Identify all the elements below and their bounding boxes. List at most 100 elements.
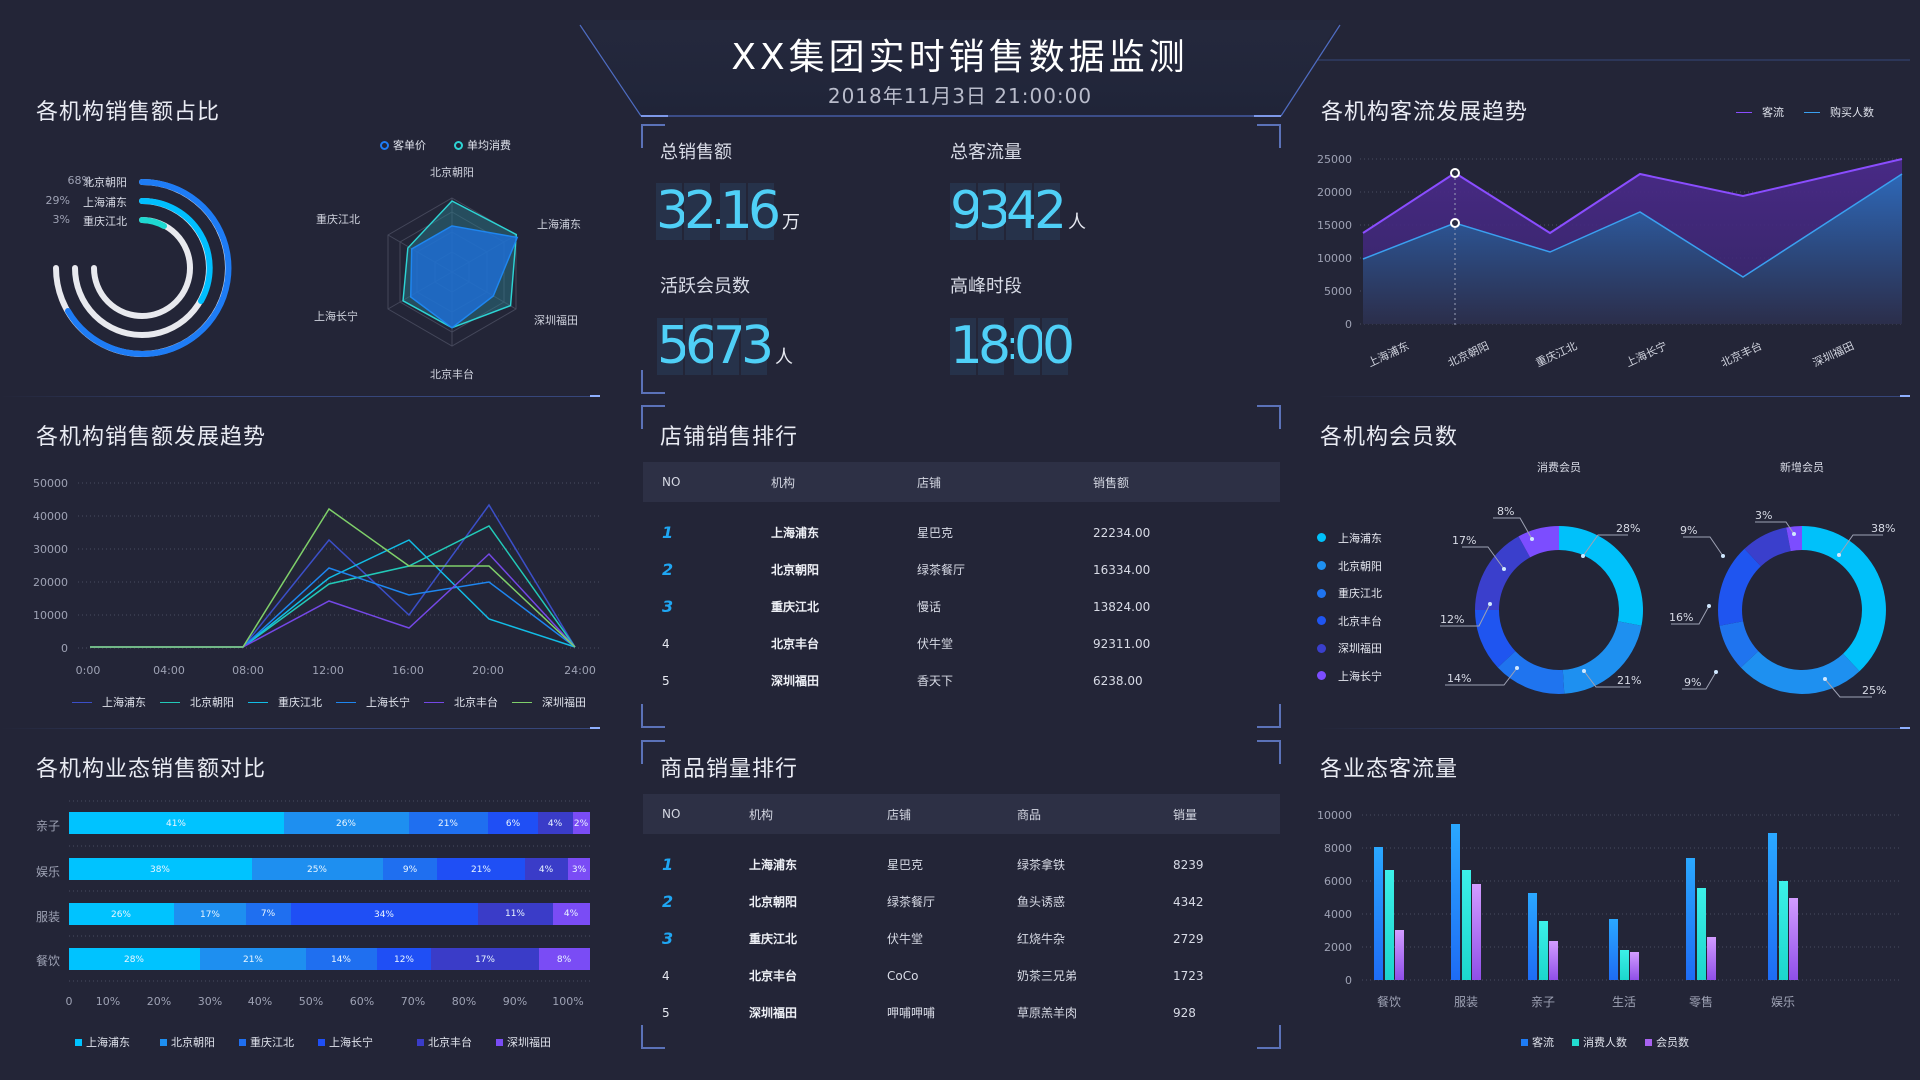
svg-text:服装: 服装 <box>36 910 60 924</box>
column-header[interactable]: 销售额 <box>1093 475 1130 490</box>
legend-item[interactable]: 消费人数 <box>1572 1034 1627 1050</box>
radar-axis-label: 重庆江北 <box>316 212 360 226</box>
column-header[interactable]: 店铺 <box>917 475 942 490</box>
legend-item[interactable]: 北京朝阳 <box>160 694 234 710</box>
legend-label: 深圳福田 <box>507 1036 551 1049</box>
header-frame <box>0 20 1910 117</box>
legend-item[interactable]: 上海浦东 <box>75 1034 130 1050</box>
legend-dot-icon <box>1317 588 1326 598</box>
rank-number: 3 <box>662 597 674 616</box>
column-header[interactable]: 机构 <box>771 475 796 490</box>
legend-line-icon <box>512 701 532 703</box>
legend-line-icon <box>336 701 356 703</box>
legend-dot-icon <box>1317 643 1326 653</box>
svg-text:30%: 30% <box>198 995 222 1008</box>
svg-text:25%: 25% <box>1862 684 1886 697</box>
svg-text:100%: 100% <box>552 995 583 1008</box>
svg-text:6%: 6% <box>506 819 521 829</box>
panel-divider <box>0 727 600 729</box>
panel-title-sales-share: 各机构销售额占比 <box>36 100 221 125</box>
column-header[interactable]: NO <box>662 807 681 821</box>
svg-text:3%: 3% <box>1755 509 1772 522</box>
legend-line-icon <box>1736 111 1752 113</box>
frame-corner <box>641 124 665 148</box>
legend-item[interactable]: 北京朝阳 <box>1317 552 1382 579</box>
legend-line-icon <box>424 701 444 703</box>
legend-item[interactable]: 单均消费 <box>454 137 511 153</box>
kpi-active-members: 5 6 7 3 人 <box>657 316 793 376</box>
column-header[interactable]: 商品 <box>1017 807 1042 822</box>
legend-label: 客单价 <box>393 139 426 152</box>
radar-axis-label: 深圳福田 <box>534 313 578 327</box>
legend-item[interactable]: 购买人数 <box>1804 104 1874 120</box>
table-row[interactable]: 4 北京丰台 CoCo 奶茶三兄弟 1723 <box>643 957 1280 994</box>
legend-item[interactable]: 北京丰台 <box>1317 607 1382 634</box>
frame-corner <box>641 704 665 728</box>
svg-text:4%: 4% <box>564 909 579 919</box>
legend-item[interactable]: 客流 <box>1521 1034 1554 1050</box>
svg-text:生活: 生活 <box>1612 995 1636 1009</box>
svg-text:38%: 38% <box>1871 522 1895 535</box>
svg-text:21%: 21% <box>471 865 491 875</box>
svg-text:0: 0 <box>66 995 73 1008</box>
column-header[interactable]: 店铺 <box>887 807 912 822</box>
legend-item[interactable]: 重庆江北 <box>239 1034 294 1050</box>
legend-label: 消费人数 <box>1583 1036 1627 1049</box>
rank-number: 4 <box>662 636 670 651</box>
svg-text:16:00: 16:00 <box>392 664 424 677</box>
legend-item[interactable]: 上海长宁 <box>318 1034 373 1050</box>
frame-corner <box>1257 1025 1281 1049</box>
legend-item[interactable]: 上海长宁 <box>1317 662 1382 689</box>
legend-item[interactable]: 深圳福田 <box>1317 634 1382 662</box>
legend-item[interactable]: 深圳福田 <box>512 694 586 710</box>
column-header[interactable]: 销量 <box>1173 807 1198 822</box>
legend-item[interactable]: 上海浦东 <box>1317 523 1382 552</box>
svg-text:娱乐: 娱乐 <box>36 865 60 879</box>
svg-text:重庆江北: 重庆江北 <box>1533 338 1579 369</box>
svg-text:8%: 8% <box>557 955 572 965</box>
legend-square-icon <box>239 1038 246 1046</box>
legend-item[interactable]: 客流 <box>1736 104 1784 120</box>
legend-item[interactable]: 北京丰台 <box>417 1034 472 1050</box>
table-row[interactable]: 5 深圳福田 香天下 6238.00 <box>643 662 1280 699</box>
legend-item[interactable]: 会员数 <box>1645 1034 1689 1050</box>
table-row[interactable]: 2 北京朝阳 绿茶餐厅 16334.00 <box>643 551 1280 588</box>
table-row[interactable]: 3 重庆江北 伏牛堂 红烧牛杂 2729 <box>643 920 1280 957</box>
svg-text:50%: 50% <box>299 995 323 1008</box>
legend-item[interactable]: 深圳福田 <box>496 1034 551 1050</box>
table-row[interactable]: 3 重庆江北 慢话 13824.00 <box>643 588 1280 625</box>
legend-item[interactable]: 重庆江北 <box>1317 579 1382 607</box>
legend-item[interactable]: 重庆江北 <box>248 694 322 710</box>
legend-item[interactable]: 上海长宁 <box>336 694 410 710</box>
table-row[interactable]: 5 深圳福田 呷哺呷哺 草原羔羊肉 928 <box>643 994 1280 1031</box>
ring-label: 重庆江北 <box>83 215 127 228</box>
svg-text:12%: 12% <box>1440 613 1464 626</box>
svg-text:20:00: 20:00 <box>472 664 504 677</box>
table-row[interactable]: 4 北京丰台 伏牛堂 92311.00 <box>643 625 1280 662</box>
svg-text:41%: 41% <box>166 819 186 829</box>
legend-label: 重庆江北 <box>250 1036 294 1049</box>
legend-label: 上海浦东 <box>102 696 146 709</box>
svg-text:10000: 10000 <box>1317 252 1352 265</box>
legend-item[interactable]: 北京朝阳 <box>160 1034 215 1050</box>
table-row[interactable]: 1 上海浦东 星巴克 绿茶拿铁 8239 <box>643 846 1280 883</box>
legend-item[interactable]: 上海浦东 <box>72 694 146 710</box>
svg-text:50000: 50000 <box>33 477 68 490</box>
rank-number: 2 <box>662 892 674 911</box>
rank-number: 1 <box>662 855 674 874</box>
column-header[interactable]: NO <box>662 475 681 489</box>
ring-percent: 68% <box>67 174 92 187</box>
legend-label: 上海长宁 <box>329 1036 373 1049</box>
legend-label: 单均消费 <box>467 139 511 152</box>
svg-text:21%: 21% <box>1617 674 1641 687</box>
svg-text:20000: 20000 <box>33 576 68 589</box>
table-row[interactable]: 1 上海浦东 星巴克 22234.00 <box>643 514 1280 551</box>
svg-text:上海浦东: 上海浦东 <box>1365 338 1411 369</box>
table-row[interactable]: 2 北京朝阳 绿茶餐厅 鱼头诱惑 4342 <box>643 883 1280 920</box>
members-legend: 上海浦东 北京朝阳 重庆江北 北京丰台 深圳福田 上海长宁 <box>1317 523 1382 689</box>
column-header[interactable]: 机构 <box>749 807 774 822</box>
legend-item[interactable]: 客单价 <box>380 137 426 153</box>
svg-text:9%: 9% <box>1680 524 1697 537</box>
radar-axis-label: 北京丰台 <box>430 367 474 381</box>
legend-item[interactable]: 北京丰台 <box>424 694 498 710</box>
